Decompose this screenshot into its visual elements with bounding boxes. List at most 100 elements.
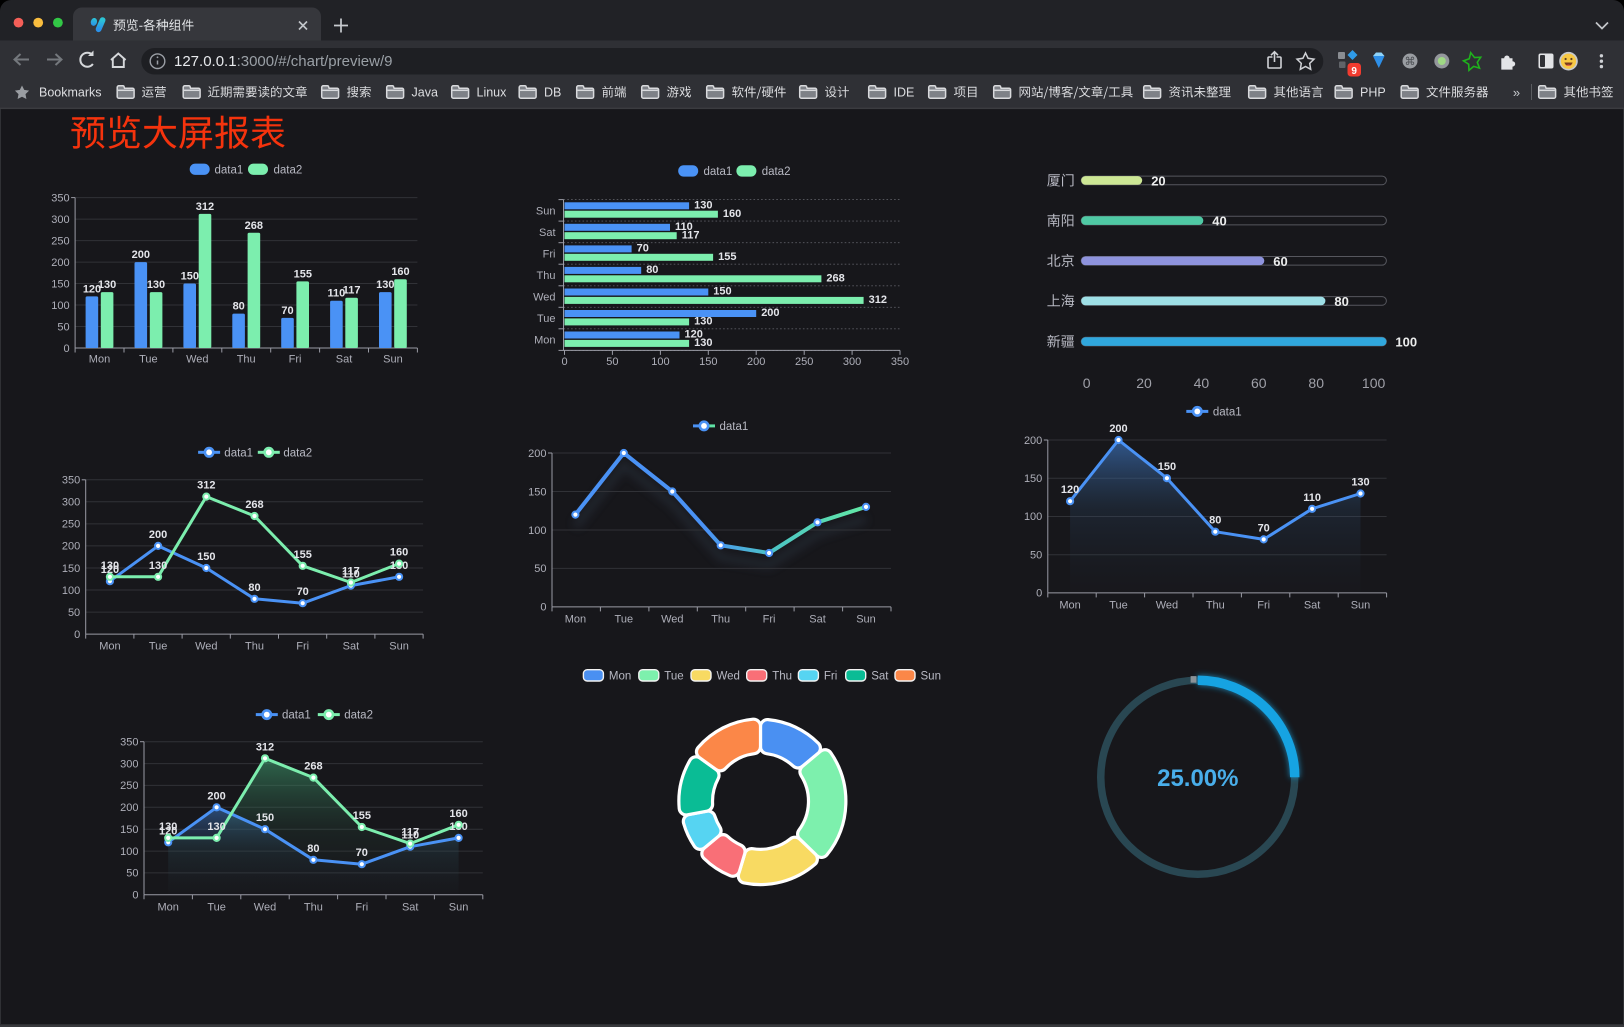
svg-text:100: 100 [1395, 335, 1417, 350]
svg-text:350: 350 [51, 192, 69, 204]
svg-text:200: 200 [1024, 435, 1042, 447]
svg-text:Fri: Fri [1257, 599, 1270, 611]
svg-text:Mon: Mon [89, 354, 110, 366]
svg-text:300: 300 [62, 497, 80, 509]
svg-text:155: 155 [294, 549, 312, 561]
svg-text:Tue: Tue [615, 613, 634, 625]
svg-text:200: 200 [120, 802, 138, 814]
svg-text:Wed: Wed [186, 354, 208, 366]
svg-text:150: 150 [256, 812, 274, 824]
svg-text:20: 20 [1151, 173, 1165, 188]
svg-text:data1: data1 [720, 421, 749, 433]
svg-text:data1: data1 [215, 164, 244, 176]
svg-text:127.0.0.1:3000/#/chart/preview: 127.0.0.1:3000/#/chart/preview/9 [174, 53, 393, 70]
svg-text:Fri: Fri [289, 354, 302, 366]
svg-text:data2: data2 [283, 447, 312, 459]
svg-text:Thu: Thu [772, 671, 792, 683]
svg-text:100: 100 [62, 585, 80, 597]
svg-text:350: 350 [891, 356, 909, 368]
svg-text:Thu: Thu [237, 354, 256, 366]
svg-text:200: 200 [207, 790, 225, 802]
svg-text:Tue: Tue [1109, 599, 1128, 611]
svg-text:60: 60 [1273, 254, 1287, 269]
svg-text:268: 268 [245, 220, 263, 232]
svg-text:Bookmarks: Bookmarks [39, 85, 102, 99]
svg-text:100: 100 [1362, 375, 1386, 391]
svg-text:50: 50 [126, 868, 138, 880]
svg-text:130: 130 [207, 821, 225, 833]
svg-text:Sun: Sun [856, 613, 876, 625]
svg-text:200: 200 [132, 249, 150, 261]
svg-text:160: 160 [391, 266, 409, 278]
svg-text:100: 100 [51, 300, 69, 312]
svg-text:117: 117 [401, 827, 419, 839]
svg-text:Wed: Wed [254, 901, 276, 913]
svg-text:0: 0 [540, 602, 546, 614]
svg-text:100: 100 [1024, 511, 1042, 523]
svg-text:110: 110 [675, 221, 693, 233]
svg-text:Java: Java [412, 85, 438, 99]
svg-text:200: 200 [149, 529, 167, 541]
svg-text:200: 200 [761, 307, 779, 319]
svg-text:Wed: Wed [195, 641, 217, 653]
svg-text:0: 0 [74, 629, 80, 641]
svg-text:50: 50 [1030, 550, 1042, 562]
svg-text:Sun: Sun [449, 901, 469, 913]
svg-text:25.00%: 25.00% [1157, 765, 1238, 792]
svg-text:130: 130 [147, 279, 165, 291]
svg-text:130: 130 [694, 200, 712, 212]
svg-text:Sat: Sat [402, 901, 419, 913]
svg-text:80: 80 [248, 582, 260, 594]
svg-text:130: 130 [149, 560, 167, 572]
svg-text:40: 40 [1194, 375, 1210, 391]
svg-text:250: 250 [62, 519, 80, 531]
svg-text:Wed: Wed [533, 292, 555, 304]
svg-text:data2: data2 [344, 710, 373, 722]
svg-text:110: 110 [401, 830, 419, 842]
svg-text:Tue: Tue [139, 354, 158, 366]
svg-text:268: 268 [245, 499, 263, 511]
svg-text:150: 150 [699, 356, 717, 368]
svg-text:312: 312 [256, 741, 274, 753]
svg-text:Mon: Mon [157, 901, 178, 913]
svg-text:155: 155 [718, 251, 736, 263]
svg-text:200: 200 [51, 257, 69, 269]
svg-text:150: 150 [1024, 473, 1042, 485]
svg-text:Fri: Fri [355, 901, 368, 913]
svg-text:Sun: Sun [536, 205, 556, 217]
svg-text:Mon: Mon [1059, 599, 1080, 611]
svg-text:80: 80 [1209, 515, 1221, 527]
svg-text:Mon: Mon [99, 641, 120, 653]
svg-text:120: 120 [159, 825, 177, 837]
svg-text:Wed: Wed [717, 671, 740, 683]
svg-text:160: 160 [390, 547, 408, 559]
svg-text:0: 0 [63, 343, 69, 355]
svg-text:Fri: Fri [824, 671, 837, 683]
svg-text:130: 130 [694, 316, 712, 328]
svg-text:117: 117 [342, 566, 360, 578]
svg-text:Fri: Fri [763, 613, 776, 625]
svg-text:130: 130 [694, 337, 712, 349]
svg-text:60: 60 [1251, 375, 1267, 391]
svg-text:200: 200 [528, 448, 546, 460]
svg-text:Thu: Thu [537, 270, 556, 282]
svg-text:120: 120 [1061, 484, 1079, 496]
svg-text:120: 120 [83, 283, 101, 295]
svg-text:117: 117 [682, 229, 700, 241]
svg-text:Thu: Thu [1206, 599, 1225, 611]
svg-text:130: 130 [159, 821, 177, 833]
svg-text:250: 250 [51, 235, 69, 247]
svg-text:155: 155 [353, 810, 371, 822]
svg-text:50: 50 [57, 321, 69, 333]
svg-text:80: 80 [646, 264, 658, 276]
svg-text:130: 130 [1351, 477, 1369, 489]
svg-text:0: 0 [561, 356, 567, 368]
svg-text:100: 100 [120, 846, 138, 858]
svg-text:150: 150 [120, 824, 138, 836]
svg-text:Sat: Sat [871, 671, 889, 683]
svg-text:0: 0 [1083, 375, 1091, 391]
svg-text:110: 110 [1303, 492, 1321, 504]
svg-text:Wed: Wed [661, 613, 683, 625]
svg-text:150: 150 [528, 486, 546, 498]
svg-text:268: 268 [826, 273, 844, 285]
